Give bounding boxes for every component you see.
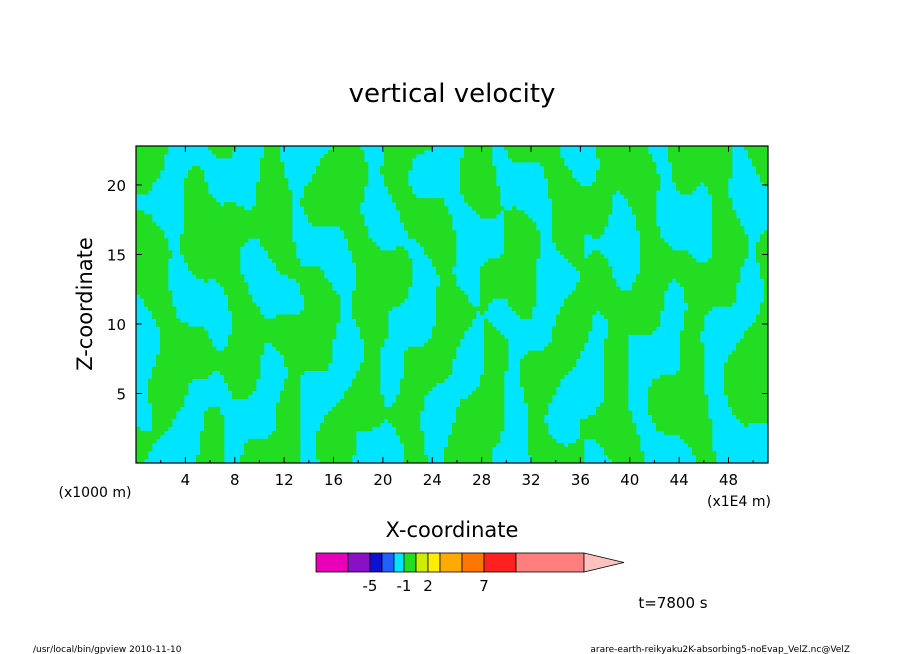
x-tick-label: 8	[230, 471, 240, 489]
y-unit-label: (x1000 m)	[59, 485, 132, 501]
colorbar-tick-labels: -5 -1 2 7	[363, 577, 489, 595]
colorbar-tick-label: -5	[363, 577, 378, 595]
colorbar-swatch	[315, 552, 349, 573]
colorbar-tick-label: 2	[423, 577, 433, 595]
y-tick-label: 15	[107, 246, 126, 264]
footer-right: arare-earth-reikyaku2K-absorbing5-noEvap…	[590, 645, 850, 654]
x-tick-label: 20	[373, 471, 392, 489]
x-axis-title: X-coordinate	[386, 518, 519, 542]
y-tick-label: 20	[107, 177, 126, 195]
colorbar-swatch	[381, 552, 395, 573]
velocity-field	[136, 146, 769, 464]
x-tick-label: 44	[670, 471, 689, 489]
time-label: t=7800 s	[638, 594, 707, 612]
x-tick-label: 32	[521, 471, 540, 489]
y-axis-ticks: 5 10 15 20	[107, 177, 768, 403]
colorbar-tick-label: -1	[397, 577, 412, 595]
x-tick-label: 16	[324, 471, 343, 489]
colorbar-swatch	[439, 552, 463, 573]
y-axis-title: Z-coordinate	[73, 237, 97, 371]
colorbar-swatch	[415, 552, 429, 573]
x-unit-label: (x1E4 m)	[707, 494, 771, 510]
y-tick-label: 10	[107, 316, 126, 334]
colorbar-swatch	[369, 552, 383, 573]
x-tick-label: 24	[423, 471, 442, 489]
y-tick-label: 5	[116, 385, 126, 403]
colorbar-swatch	[515, 552, 585, 573]
chart-title: vertical velocity	[349, 79, 556, 109]
x-axis-ticks: 4 8 12 16 20 24 28 32 36 40 44 48	[160, 146, 754, 489]
x-tick-label: 28	[472, 471, 491, 489]
colorbar-swatch	[461, 552, 485, 573]
colorbar	[315, 552, 625, 573]
colorbar-swatch	[347, 552, 371, 573]
colorbar-swatch	[483, 552, 517, 573]
plot-frame	[135, 145, 769, 464]
x-tick-label: 40	[620, 471, 639, 489]
colorbar-swatch	[393, 552, 405, 573]
x-tick-label: 36	[571, 471, 590, 489]
colorbar-arrow	[583, 552, 625, 573]
positive-region	[136, 146, 769, 464]
x-tick-label: 12	[275, 471, 294, 489]
footer-left: /usr/local/bin/gpview 2010-11-10	[33, 645, 182, 654]
colorbar-swatch	[427, 552, 441, 573]
x-tick-label: 4	[181, 471, 191, 489]
colorbar-tick-label: 7	[479, 577, 489, 595]
colorbar-swatch	[403, 552, 417, 573]
x-tick-label: 48	[719, 471, 738, 489]
